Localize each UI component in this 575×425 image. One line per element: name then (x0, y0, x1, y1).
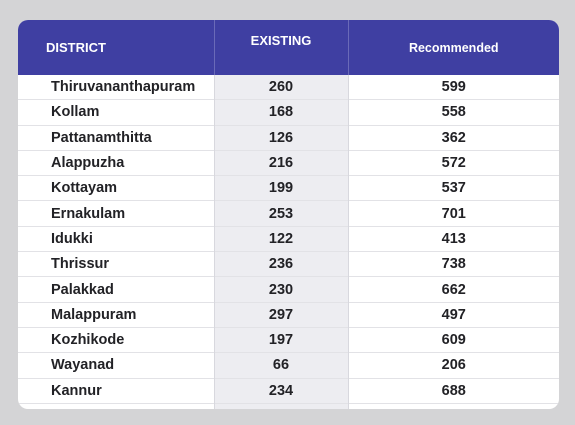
cell-recommended: 558 (348, 99, 559, 126)
cell-existing: 234 (213, 377, 349, 404)
cell-district: Kozhikode (18, 326, 214, 353)
cell-existing: 197 (213, 326, 349, 353)
table-row: Ernakulam 253 701 (18, 200, 559, 227)
table-row: Thrissur 236 738 (18, 251, 559, 277)
header-row: DISTRICT EXISTING Recommended (18, 20, 559, 75)
cell-existing: 66 (213, 352, 349, 379)
cell-existing: 297 (213, 301, 349, 328)
cell-district: Idukki (18, 225, 214, 252)
table-row: Alappuzha 216 572 (18, 149, 559, 176)
cell-district: Kannur (18, 377, 214, 404)
cell-existing: 236 (213, 251, 349, 277)
cell-existing: 122 (213, 225, 349, 252)
header-recommended: Recommended (347, 20, 559, 75)
cell-existing: 253 (213, 200, 349, 227)
cell-district: Alappuzha (18, 149, 214, 176)
cell-recommended: 497 (348, 301, 559, 328)
cell-recommended: 362 (348, 124, 559, 151)
table-row: Kannur 234 688 (18, 377, 559, 404)
cell-existing: 126 (213, 124, 349, 151)
cell-district: Palakkad (18, 276, 214, 303)
cell-district: Pattanamthitta (18, 124, 214, 151)
table-row: Malappuram 297 497 (18, 301, 559, 328)
table-row: Pattanamthitta 126 362 (18, 124, 559, 151)
table-row: Thiruvananthapuram 260 599 (18, 75, 559, 100)
cell-district: Thiruvananthapuram (51, 79, 196, 96)
cell-existing: 199 (213, 175, 349, 201)
cell-existing: 230 (213, 276, 349, 303)
header-district: DISTRICT (18, 20, 214, 75)
table-row: Kozhikode 197 609 (18, 326, 559, 353)
cell-recommended: 609 (348, 326, 559, 353)
cell-district: Malappuram (18, 301, 214, 328)
table-body: Thiruvananthapuram 260 599 Kollam 168 558 Patt… (18, 75, 559, 409)
cell-recommended: 599 (441, 79, 466, 96)
cell-existing: 168 (213, 99, 349, 126)
cell-recommended: 738 (348, 251, 559, 277)
cell-district: Kottayam (18, 175, 214, 201)
district-table: DISTRICT EXISTING Recommended Thiruvanan… (18, 20, 559, 409)
table-row: Kollam 168 558 (18, 99, 559, 126)
table-row: Kottayam 199 537 (18, 175, 559, 201)
cell-recommended: 662 (348, 276, 559, 303)
cell-recommended: 688 (348, 377, 559, 404)
district-table-card: DISTRICT EXISTING Recommended Thiruvanan… (18, 20, 559, 409)
table-row: Wayanad 66 206 (18, 352, 559, 379)
cell-existing: 127 (213, 402, 349, 409)
cell-recommended: 701 (348, 200, 559, 227)
cell-recommended: 206 (348, 352, 559, 379)
table-row: Idukki 122 413 (18, 225, 559, 252)
table-row: Kasaragod127312 (18, 402, 559, 409)
cell-existing: 260 (213, 75, 349, 100)
cell-district: Ernakulam (18, 200, 214, 227)
cell-district: Kasaragod (18, 402, 214, 409)
cell-recommended: 572 (348, 149, 559, 176)
cell-recommended: 537 (348, 175, 559, 201)
cell-district: Thrissur (18, 251, 214, 277)
table-header: DISTRICT EXISTING Recommended (18, 20, 559, 75)
cell-recommended: 413 (348, 225, 559, 252)
cell-district: Wayanad (18, 352, 214, 379)
cell-district: Kollam (18, 99, 214, 126)
table-row: Palakkad 230 662 (18, 276, 559, 303)
cell-existing: 216 (213, 149, 349, 176)
cell-recommended: 312 (348, 402, 559, 409)
header-existing: EXISTING (213, 20, 348, 75)
